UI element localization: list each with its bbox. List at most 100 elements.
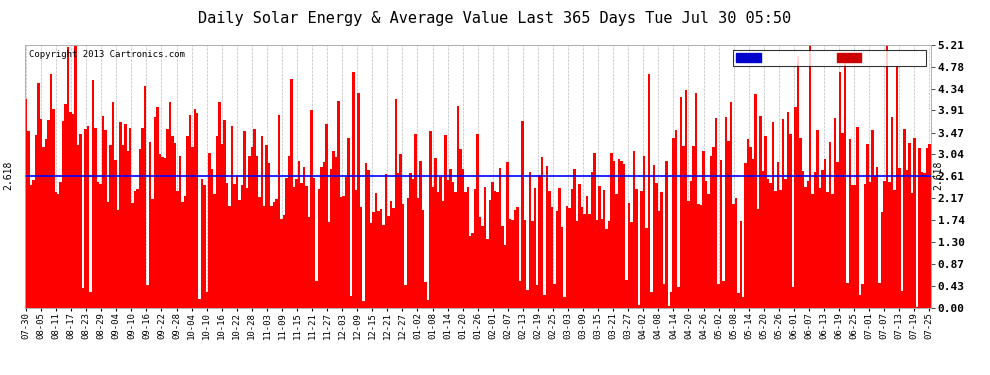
- Bar: [77, 145, 79, 308]
- Bar: [863, 184, 866, 308]
- Bar: [839, 72, 842, 308]
- Bar: [817, 130, 819, 308]
- Bar: [591, 172, 593, 308]
- Bar: [655, 183, 657, 308]
- Bar: [873, 177, 876, 308]
- Bar: [466, 187, 469, 308]
- Bar: [148, 142, 151, 308]
- Bar: [349, 296, 352, 307]
- Bar: [193, 109, 196, 307]
- Bar: [340, 197, 343, 308]
- Bar: [712, 147, 715, 308]
- Bar: [757, 210, 759, 308]
- Bar: [819, 188, 822, 308]
- Bar: [928, 144, 931, 308]
- Bar: [417, 198, 420, 308]
- Bar: [672, 138, 675, 308]
- Bar: [305, 186, 308, 308]
- Bar: [372, 212, 374, 308]
- Bar: [717, 284, 720, 308]
- Bar: [94, 128, 97, 308]
- Bar: [367, 171, 369, 308]
- Bar: [134, 191, 137, 308]
- Bar: [550, 207, 553, 308]
- Bar: [405, 285, 407, 308]
- Bar: [903, 129, 906, 308]
- Bar: [727, 141, 730, 308]
- Bar: [868, 182, 871, 308]
- Bar: [876, 166, 878, 308]
- Bar: [268, 164, 270, 308]
- Bar: [720, 160, 722, 308]
- Bar: [59, 182, 62, 308]
- Bar: [440, 177, 442, 308]
- Bar: [410, 174, 412, 308]
- Bar: [898, 168, 901, 308]
- Bar: [853, 185, 856, 308]
- Bar: [746, 139, 749, 308]
- Bar: [636, 189, 638, 308]
- Bar: [496, 192, 499, 308]
- Bar: [224, 120, 226, 308]
- Bar: [861, 285, 863, 308]
- Bar: [328, 222, 330, 308]
- Bar: [30, 186, 33, 308]
- Bar: [571, 189, 573, 308]
- Bar: [303, 166, 305, 308]
- Bar: [412, 178, 415, 308]
- Bar: [665, 161, 667, 308]
- Bar: [74, 45, 77, 308]
- Bar: [288, 156, 290, 308]
- Bar: [491, 182, 494, 308]
- Bar: [906, 170, 908, 308]
- Bar: [191, 147, 193, 308]
- Bar: [504, 245, 506, 308]
- Bar: [832, 194, 834, 308]
- Bar: [494, 190, 496, 308]
- Bar: [471, 233, 474, 308]
- Bar: [151, 199, 153, 308]
- Bar: [784, 179, 787, 308]
- Bar: [677, 287, 680, 308]
- Bar: [645, 228, 647, 308]
- Bar: [283, 214, 285, 308]
- Bar: [913, 138, 916, 308]
- Bar: [829, 142, 832, 308]
- Bar: [114, 160, 117, 308]
- Bar: [749, 147, 752, 308]
- Bar: [48, 120, 50, 308]
- Bar: [641, 191, 643, 308]
- Bar: [229, 206, 231, 308]
- Bar: [176, 191, 178, 308]
- Bar: [99, 184, 102, 308]
- Bar: [72, 114, 74, 308]
- Text: 2.618: 2.618: [3, 161, 13, 190]
- Bar: [837, 162, 839, 308]
- Bar: [908, 143, 911, 308]
- Bar: [384, 174, 387, 308]
- Bar: [333, 151, 335, 308]
- Bar: [545, 166, 548, 308]
- Bar: [364, 164, 367, 308]
- Bar: [792, 287, 794, 308]
- Bar: [275, 200, 278, 308]
- Bar: [616, 194, 618, 308]
- Bar: [244, 130, 246, 308]
- Bar: [437, 192, 440, 308]
- Bar: [866, 144, 868, 308]
- Bar: [789, 134, 792, 308]
- Bar: [514, 210, 516, 308]
- Bar: [420, 162, 422, 308]
- Bar: [253, 129, 255, 308]
- Bar: [744, 164, 746, 308]
- Bar: [318, 189, 320, 308]
- Bar: [568, 208, 571, 308]
- Bar: [92, 80, 94, 308]
- Bar: [43, 147, 45, 308]
- Bar: [127, 151, 129, 308]
- Bar: [548, 191, 550, 308]
- Bar: [352, 72, 354, 308]
- Bar: [285, 178, 288, 308]
- Bar: [824, 159, 827, 308]
- Bar: [842, 133, 843, 308]
